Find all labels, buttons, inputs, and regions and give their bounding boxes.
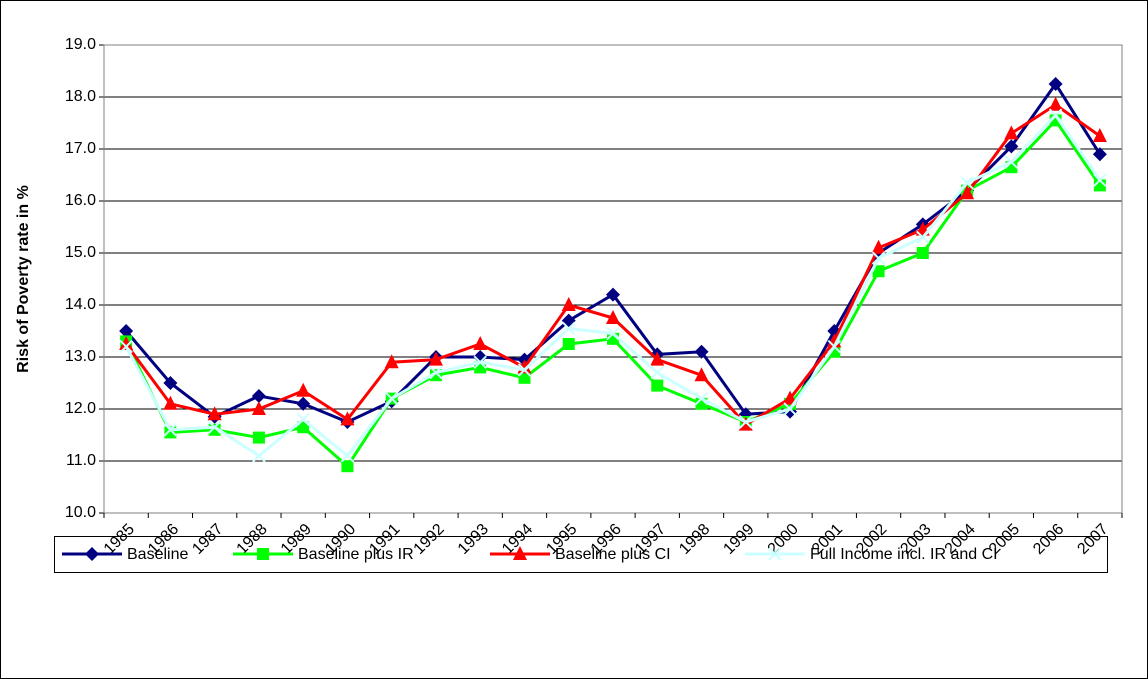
marker — [694, 344, 709, 359]
marker — [163, 423, 178, 437]
marker — [1004, 155, 1019, 169]
marker — [163, 395, 178, 410]
marker — [916, 230, 930, 245]
legend-label: Baseline plus IR — [298, 546, 414, 563]
marker — [650, 351, 665, 366]
marker — [1092, 147, 1107, 162]
marker — [606, 287, 620, 302]
marker — [384, 354, 399, 369]
marker — [296, 396, 311, 411]
marker — [85, 547, 99, 561]
marker — [341, 460, 354, 473]
marker — [1048, 108, 1063, 122]
marker — [207, 406, 222, 421]
marker — [251, 401, 266, 415]
marker — [517, 363, 532, 377]
marker — [1004, 139, 1019, 154]
marker — [783, 402, 797, 416]
marker — [119, 339, 133, 354]
marker — [739, 415, 753, 429]
y-tick-label: 11.0 — [66, 452, 96, 469]
marker — [1048, 77, 1063, 91]
marker — [473, 355, 487, 369]
y-tick-label: 15.0 — [65, 244, 96, 261]
marker — [694, 367, 709, 382]
marker — [562, 321, 576, 336]
marker — [606, 326, 620, 341]
marker — [252, 449, 266, 463]
y-tick-label: 16.0 — [65, 192, 96, 209]
y-tick-label: 10.0 — [65, 504, 96, 521]
marker — [694, 391, 709, 406]
legend-box — [54, 536, 1108, 573]
legend-label: Full Income incl. IR and CI — [810, 546, 998, 563]
marker — [428, 351, 443, 366]
legend-label: Baseline plus CI — [555, 546, 671, 563]
marker — [1048, 96, 1063, 111]
marker — [251, 389, 266, 403]
marker — [650, 365, 664, 380]
marker — [960, 185, 975, 200]
y-axis-title: Risk of Poverty rate in % — [15, 185, 32, 373]
marker — [257, 548, 269, 560]
marker — [827, 339, 842, 354]
marker — [960, 176, 974, 190]
marker — [296, 412, 310, 427]
marker — [871, 251, 886, 265]
marker — [429, 365, 443, 380]
marker — [606, 310, 620, 324]
marker — [872, 265, 885, 278]
y-tick-label: 12.0 — [65, 400, 96, 417]
marker — [119, 336, 134, 350]
marker — [768, 547, 782, 561]
y-tick-label: 13.0 — [65, 348, 96, 365]
marker — [252, 431, 265, 444]
marker — [297, 421, 310, 434]
marker — [651, 379, 664, 392]
marker — [119, 324, 134, 338]
marker — [296, 382, 311, 397]
y-tick-label: 18.0 — [65, 88, 96, 105]
marker — [561, 297, 576, 311]
marker — [738, 416, 753, 431]
marker — [916, 247, 929, 259]
marker — [163, 376, 178, 390]
marker — [1093, 173, 1107, 187]
y-tick-label: 17.0 — [65, 140, 96, 157]
marker — [783, 390, 798, 405]
plot-area — [103, 44, 1123, 514]
marker — [207, 420, 222, 434]
marker — [562, 338, 575, 350]
y-tick-label: 14.0 — [65, 296, 96, 313]
marker — [384, 391, 399, 406]
marker — [518, 371, 531, 384]
marker — [871, 239, 886, 254]
marker — [340, 411, 355, 426]
marker — [473, 350, 488, 364]
marker — [1004, 125, 1019, 140]
y-tick-label: 19.0 — [65, 36, 96, 53]
legend-label: Baseline — [127, 546, 188, 563]
marker — [513, 546, 527, 560]
marker — [340, 449, 355, 463]
marker — [1092, 128, 1107, 142]
marker — [473, 336, 488, 350]
